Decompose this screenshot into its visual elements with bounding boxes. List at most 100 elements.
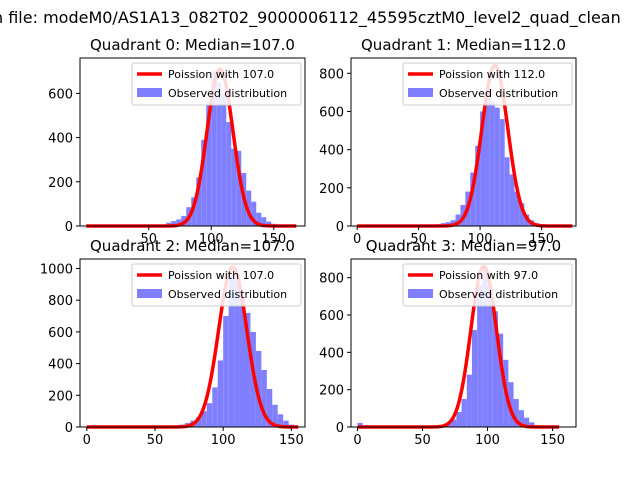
y-tick-label: 0 — [65, 421, 73, 436]
histogram-bar — [195, 417, 202, 427]
legend-entry-observed: Observed distribution — [168, 288, 287, 301]
y-tick-label: 400 — [319, 144, 344, 159]
y-tick-label: 800 — [319, 67, 344, 82]
legend-box — [402, 62, 573, 106]
histogram-bar — [272, 404, 278, 427]
quadrant-2-panel: Quadrant 2: Median=107.0 0 50 100 150 0 200 400… — [40, 237, 306, 448]
axes-frame — [350, 57, 577, 227]
quadrant-3-title: Quadrant 3: Median=97.0 — [366, 237, 561, 255]
legend-bar-swatch — [137, 88, 162, 97]
histogram-bar — [451, 419, 457, 427]
histogram-bar — [513, 399, 519, 427]
histogram-bar — [206, 102, 212, 226]
x-tick-label: 0 — [83, 433, 91, 448]
histogram-bar — [456, 412, 462, 427]
y-tick-label: 0 — [65, 220, 73, 235]
histogram-bar — [201, 139, 207, 226]
x-tick-label: 100 — [199, 232, 224, 247]
histogram-bar — [508, 382, 514, 427]
histogram-bar — [245, 312, 251, 427]
x-tick-label: 50 — [414, 433, 431, 448]
histogram-bar — [239, 297, 245, 427]
legend-entry-observed: Observed distribution — [439, 87, 558, 100]
histogram-bar — [216, 82, 222, 226]
x-tick-label: 100 — [475, 433, 500, 448]
histogram-bar — [477, 285, 483, 427]
legend-box — [131, 62, 302, 106]
legend: Poission with 112.0 Observed distribution — [402, 62, 573, 106]
histogram-bar — [471, 329, 478, 427]
histogram-bar — [461, 399, 467, 427]
axes-frame — [350, 258, 577, 428]
histogram-bar — [201, 411, 207, 427]
histogram-bar — [497, 333, 504, 427]
histogram-bar — [489, 101, 495, 226]
legend-box — [131, 263, 302, 307]
histogram-bar — [482, 266, 488, 427]
histogram-bar — [518, 410, 524, 427]
histogram-bar — [236, 150, 242, 226]
legend: Poission with 97.0 Observed distribution — [402, 263, 573, 307]
histogram-bar — [514, 191, 520, 226]
x-tick-label: 50 — [147, 433, 164, 448]
legend: Poission with 107.0 Observed distribution — [131, 263, 302, 307]
x-tick-label: 0 — [353, 433, 361, 448]
histogram-bar — [228, 274, 235, 427]
legend-entry-observed: Observed distribution — [439, 288, 558, 301]
histogram-bar — [504, 157, 510, 226]
histogram-bar — [492, 311, 498, 427]
histogram-bar — [455, 214, 461, 226]
histogram-bar — [226, 122, 232, 226]
x-tick-label: 150 — [279, 433, 304, 448]
axes-frame — [79, 258, 306, 428]
legend-bar-swatch — [408, 289, 433, 298]
x-tick-label: 100 — [468, 232, 493, 247]
axes-frame — [79, 57, 306, 227]
histogram-bar — [211, 71, 217, 227]
quadrant-1-panel: Quadrant 1: Median=112.0 0 50 100 150 0 200 400… — [319, 36, 577, 247]
histogram-bar — [283, 420, 289, 427]
y-tick-label: 0 — [336, 220, 344, 235]
quadrant-3-panel: Quadrant 3: Median=97.0 0 50 100 150 0 200 400 6… — [319, 237, 577, 448]
histogram-bar — [261, 369, 267, 427]
legend-entry-fit: Poission with 107.0 — [168, 68, 274, 81]
legend-bar-swatch — [408, 88, 433, 97]
histogram-bar — [255, 350, 262, 427]
histogram-bar — [480, 111, 486, 226]
histogram-bar — [261, 217, 267, 226]
x-tick-label: 150 — [529, 232, 554, 247]
y-tick-label: 600 — [48, 326, 73, 341]
y-tick-label: 400 — [48, 132, 73, 147]
histogram-bar — [206, 403, 213, 427]
histogram-bar — [176, 219, 182, 226]
y-tick-label: 200 — [48, 389, 73, 404]
histogram-bar — [523, 417, 530, 427]
y-tick-label: 1000 — [40, 263, 73, 278]
histogram-bar — [487, 285, 493, 427]
legend-entry-fit: Poission with 112.0 — [439, 68, 545, 81]
legend-box — [402, 263, 573, 307]
histogram-bar — [466, 374, 472, 427]
legend-bar-swatch — [137, 289, 162, 298]
histogram-bar — [470, 172, 476, 226]
legend-entry-observed: Observed distribution — [168, 87, 287, 100]
y-tick-label: 200 — [319, 182, 344, 197]
histogram-bar — [529, 422, 535, 427]
histogram-bar — [499, 119, 505, 226]
x-tick-label: 150 — [540, 433, 565, 448]
histogram-bar — [475, 145, 481, 226]
histogram-bar — [191, 197, 197, 226]
x-tick-label: 50 — [410, 232, 427, 247]
y-tick-label: 400 — [319, 346, 344, 361]
y-tick-label: 200 — [319, 384, 344, 399]
histogram-bar — [509, 174, 515, 226]
y-tick-label: 800 — [48, 294, 73, 309]
quadrant-0-panel: Quadrant 0: Median=107.0 50 100 150 0 200 400 6… — [48, 36, 306, 247]
legend-entry-fit: Poission with 107.0 — [168, 269, 274, 282]
histogram-bar — [485, 88, 490, 226]
histogram-bar — [256, 212, 262, 226]
histogram-bar — [171, 221, 177, 226]
figure-suptitle: h file: modeM0/AS1A13_082T02_9000006112_… — [0, 8, 621, 28]
quadrant-1-title: Quadrant 1: Median=112.0 — [361, 36, 566, 54]
